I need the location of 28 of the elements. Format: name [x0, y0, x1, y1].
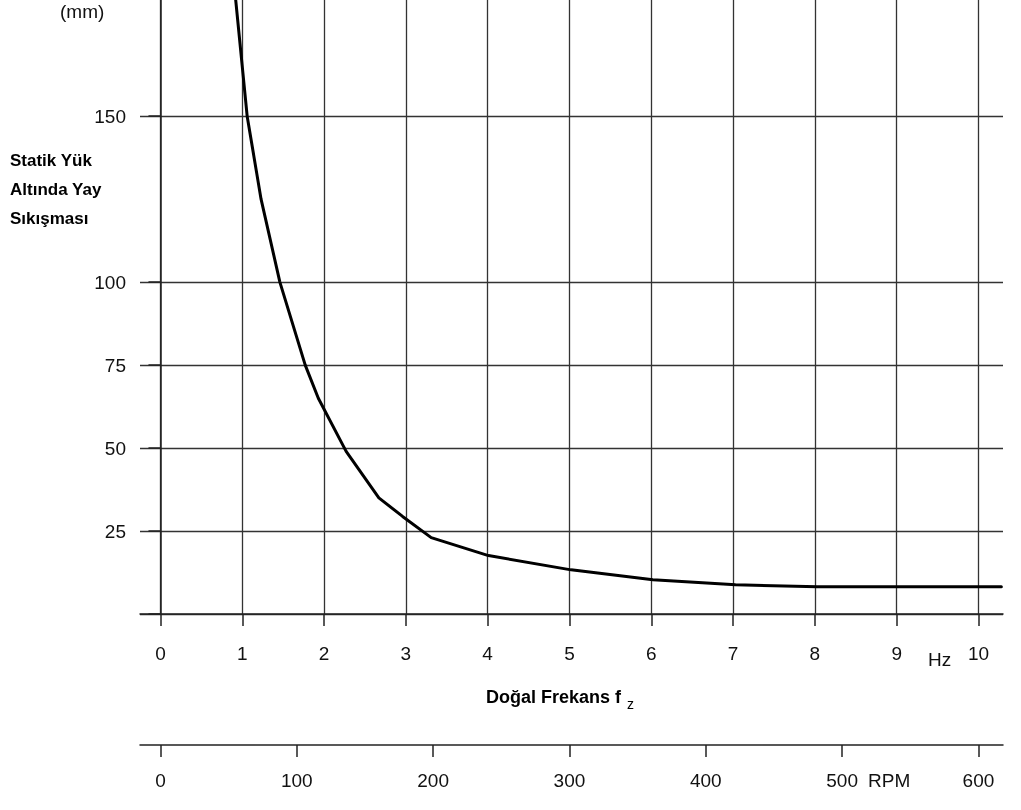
line-series	[234, 0, 1003, 589]
y-tick-label: 75	[104, 354, 126, 376]
x2-tick-label: 0	[155, 770, 166, 791]
x-tick-label: 0	[155, 643, 166, 664]
x2-tick-label: 100	[280, 770, 313, 791]
text: RPM	[868, 770, 911, 791]
x2-tick-label: 300	[553, 770, 586, 791]
x2-tick-label: 400	[689, 770, 722, 791]
y-tick-label: 150	[94, 105, 126, 127]
y-tick-label: 100	[94, 271, 126, 293]
x-tick-label: 6	[645, 643, 657, 664]
x-tick-label: 7	[727, 643, 739, 664]
y-tick-label: 25	[104, 520, 126, 542]
x-tick-label: 3	[400, 643, 412, 664]
x2-tick-label: 500	[826, 770, 858, 791]
text: (mm)	[60, 1, 105, 22]
x-tick-label: 4	[482, 643, 494, 664]
x2-tick-label: 600	[962, 770, 995, 791]
text: Hz	[928, 649, 952, 670]
x-tick-label: 10	[967, 643, 990, 664]
x-tick-label: 2	[318, 643, 330, 664]
x-tick-label: 1	[236, 643, 248, 664]
x-tick-label: 9	[891, 643, 902, 664]
y-tick-label: 50	[104, 437, 126, 459]
x-tick-label: 5	[564, 643, 575, 664]
x-tick-label: 8	[809, 643, 821, 664]
y-axis-title: Statik Yük Altında Yay Sıkışması	[10, 151, 102, 228]
x2-tick-label: 200	[417, 770, 449, 791]
